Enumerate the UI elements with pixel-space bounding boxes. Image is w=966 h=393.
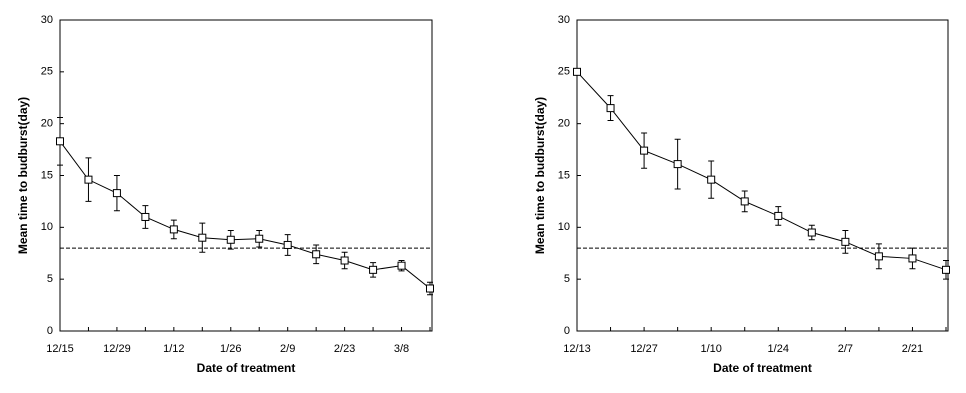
x-tick-label: 12/29 bbox=[103, 343, 131, 355]
y-tick-label: 15 bbox=[41, 169, 53, 181]
y-tick-label: 0 bbox=[564, 325, 570, 337]
marker bbox=[312, 250, 321, 259]
y-tick-label: 5 bbox=[564, 273, 570, 285]
marker bbox=[908, 254, 917, 263]
marker bbox=[112, 189, 121, 198]
marker bbox=[640, 146, 649, 155]
marker bbox=[942, 265, 950, 274]
y-tick-label: 30 bbox=[558, 14, 570, 26]
x-tick-label: 12/15 bbox=[46, 343, 74, 355]
x-tick-label: 3/8 bbox=[394, 343, 409, 355]
marker bbox=[841, 237, 850, 246]
marker bbox=[807, 228, 816, 237]
marker bbox=[141, 212, 150, 221]
marker bbox=[606, 104, 615, 113]
series-line bbox=[576, 71, 947, 271]
y-tick-label: 20 bbox=[558, 118, 570, 130]
x-tick-label: 2/23 bbox=[334, 343, 355, 355]
marker bbox=[56, 137, 64, 146]
marker bbox=[740, 197, 749, 206]
y-tick-label: 25 bbox=[558, 66, 570, 78]
marker bbox=[255, 234, 264, 243]
marker bbox=[84, 175, 93, 184]
y-tick-label: 10 bbox=[558, 221, 570, 233]
plot-frame bbox=[576, 19, 949, 332]
y-axis-title: Mean time to budburst(day) bbox=[16, 97, 30, 254]
marker bbox=[673, 160, 682, 169]
y-tick-label: 0 bbox=[47, 325, 53, 337]
x-tick-label: 12/13 bbox=[563, 343, 591, 355]
marker bbox=[226, 235, 235, 244]
series-line bbox=[59, 140, 431, 289]
y-tick-label: 5 bbox=[47, 273, 53, 285]
y-tick-label: 10 bbox=[41, 221, 53, 233]
marker bbox=[774, 211, 783, 220]
x-tick-label: 2/9 bbox=[280, 343, 295, 355]
marker bbox=[397, 261, 406, 270]
y-axis-title: Mean time to budburst(day) bbox=[533, 97, 547, 254]
y-tick-label: 25 bbox=[41, 66, 53, 78]
x-tick-label: 1/24 bbox=[768, 343, 789, 355]
y-tick-label: 20 bbox=[41, 118, 53, 130]
x-axis-title: Date of treatment bbox=[197, 361, 296, 375]
marker bbox=[573, 67, 581, 76]
marker bbox=[369, 265, 378, 274]
marker bbox=[707, 175, 716, 184]
x-tick-label: 12/27 bbox=[630, 343, 658, 355]
marker bbox=[426, 284, 434, 293]
x-tick-label: 2/7 bbox=[838, 343, 853, 355]
x-tick-label: 2/21 bbox=[902, 343, 923, 355]
marker bbox=[169, 225, 178, 234]
marker bbox=[198, 233, 207, 242]
x-axis-title: Date of treatment bbox=[713, 361, 812, 375]
x-tick-label: 1/10 bbox=[700, 343, 721, 355]
y-tick-label: 30 bbox=[41, 14, 53, 26]
x-tick-label: 1/26 bbox=[220, 343, 241, 355]
marker bbox=[340, 256, 349, 265]
marker bbox=[283, 240, 292, 249]
x-tick-label: 1/12 bbox=[163, 343, 184, 355]
y-tick-label: 15 bbox=[558, 169, 570, 181]
marker bbox=[874, 252, 883, 261]
